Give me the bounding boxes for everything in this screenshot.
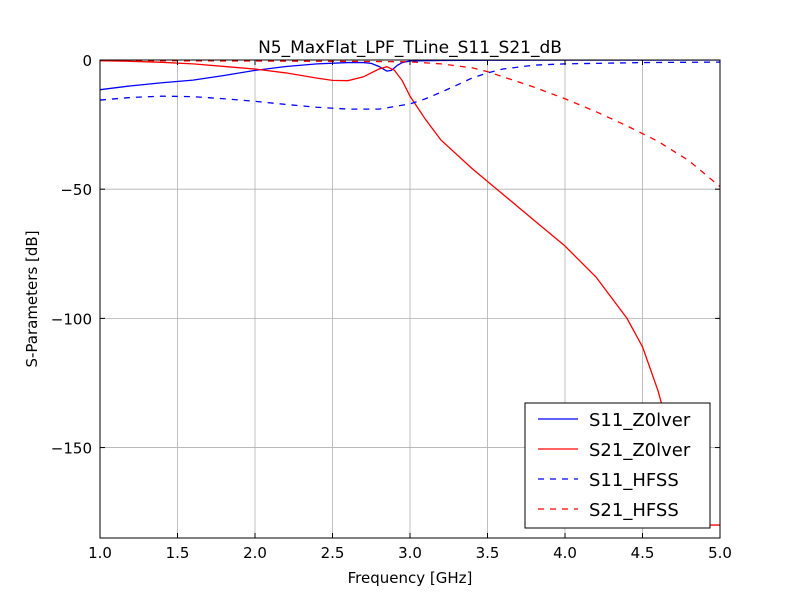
y-tick-label: 0 [82, 52, 92, 70]
legend: S11_Z0lver S21_Z0lver S11_HFSS S21_HFSS [524, 402, 711, 529]
x-tick-label: 1.5 [166, 544, 190, 562]
x-tick-label: 2.5 [321, 544, 345, 562]
series-line-s21-z0lver [100, 60, 720, 526]
x-axis-label: Frequency [GHz] [348, 569, 473, 587]
x-tick-label: 3.5 [476, 544, 500, 562]
x-tick-label: 1.0 [88, 544, 112, 562]
series-line-s21-hfss [100, 60, 720, 188]
x-tick-label: 5.0 [708, 544, 732, 562]
legend-label: S11_HFSS [589, 470, 679, 491]
x-tick-label: 3.0 [398, 544, 422, 562]
y-tick-label: −50 [60, 181, 92, 199]
plot-area: 1.0 1.5 2.0 2.5 3.0 3.5 4.0 4.5 5.0 0 −50 −100 −150 [51, 52, 732, 562]
y-tick-label: −100 [51, 310, 92, 328]
x-tick-label: 4.0 [553, 544, 577, 562]
legend-box [524, 402, 711, 529]
legend-label: S21_HFSS [589, 500, 679, 521]
chart-title: N5_MaxFlat_LPF_TLine_S11_S21_dB [258, 38, 562, 58]
legend-label: S11_Z0lver [589, 410, 691, 431]
x-tick-label: 4.5 [631, 544, 655, 562]
legend-label: S21_Z0lver [589, 440, 691, 461]
y-axis-label: S-Parameters [dB] [23, 230, 41, 367]
y-tick-label: −150 [51, 440, 92, 458]
x-tick-label: 2.0 [243, 544, 267, 562]
